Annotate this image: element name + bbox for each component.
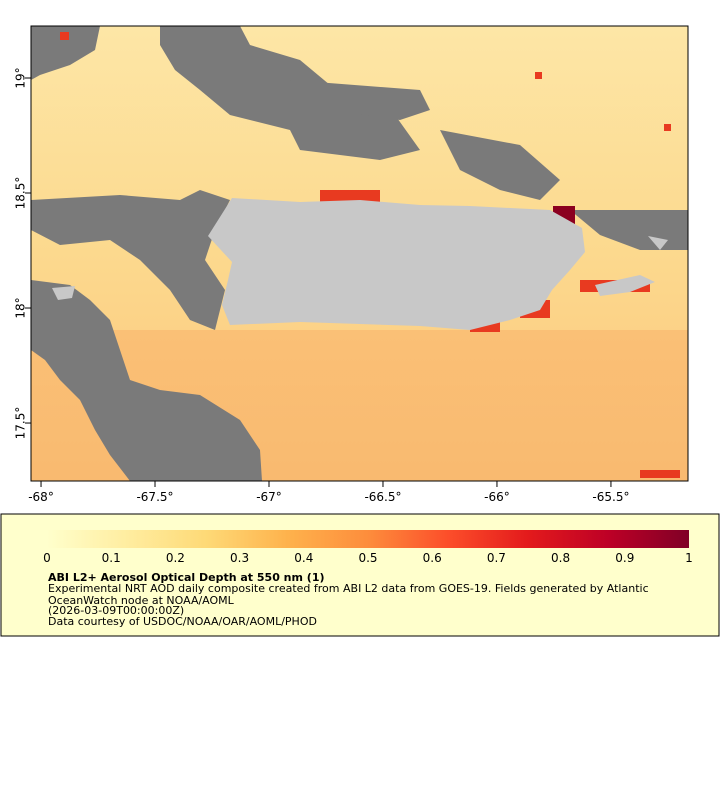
y-tick-label: 18° xyxy=(14,297,28,318)
land xyxy=(595,275,655,296)
colorbar-tick-label: 0.1 xyxy=(102,551,121,565)
colorbar-tick-label: 1 xyxy=(685,551,693,565)
colorbar: 0 0.1 0.2 0.3 0.4 0.5 0.6 0.7 0.8 0.9 1 xyxy=(43,530,693,565)
x-tick-label: -67° xyxy=(256,490,282,504)
legend-line: OceanWatch node at NOAA/AOML xyxy=(48,594,235,607)
legend-title: ABI L2+ Aerosol Optical Depth at 550 nm … xyxy=(48,571,325,584)
colorbar-tick-label: 0.4 xyxy=(294,551,313,565)
colorbar-tick-label: 0.8 xyxy=(551,551,570,565)
colorbar-tick-label: 0.6 xyxy=(423,551,442,565)
colorbar-tick-label: 0.2 xyxy=(166,551,185,565)
legend-line: Experimental NRT AOD daily composite cre… xyxy=(48,582,649,595)
x-tick-label: -66.5° xyxy=(364,490,401,504)
map-frame xyxy=(30,25,689,482)
axes: -68° -67.5° -67° -66.5° -66° -65.5° 19° 18.5° 18… xyxy=(14,67,630,504)
colorbar-ramp xyxy=(47,530,689,548)
land xyxy=(52,286,75,300)
land xyxy=(208,198,585,330)
x-tick-label: -68° xyxy=(28,490,54,504)
colorbar-tick-label: 0 xyxy=(43,551,51,565)
y-tick-label: 18.5° xyxy=(14,177,28,210)
no-data-regions xyxy=(31,26,688,481)
y-tick-label: 19° xyxy=(14,67,28,88)
map-area xyxy=(31,26,688,481)
legend-line: Data courtesy of USDOC/NOAA/OAR/AOML/PHO… xyxy=(48,615,317,628)
x-tick-label: -66° xyxy=(484,490,510,504)
legend-line: (2026-03-09T00:00:00Z) xyxy=(48,604,184,617)
x-tick-label: -67.5° xyxy=(136,490,173,504)
y-tick-label: 17.5° xyxy=(14,407,28,440)
colorbar-tick-label: 0.5 xyxy=(358,551,377,565)
colorbar-tick-label: 0.9 xyxy=(615,551,634,565)
colorbar-tick-label: 0.7 xyxy=(487,551,506,565)
land xyxy=(648,236,668,250)
x-tick-label: -65.5° xyxy=(592,490,629,504)
colorbar-tick-label: 0.3 xyxy=(230,551,249,565)
